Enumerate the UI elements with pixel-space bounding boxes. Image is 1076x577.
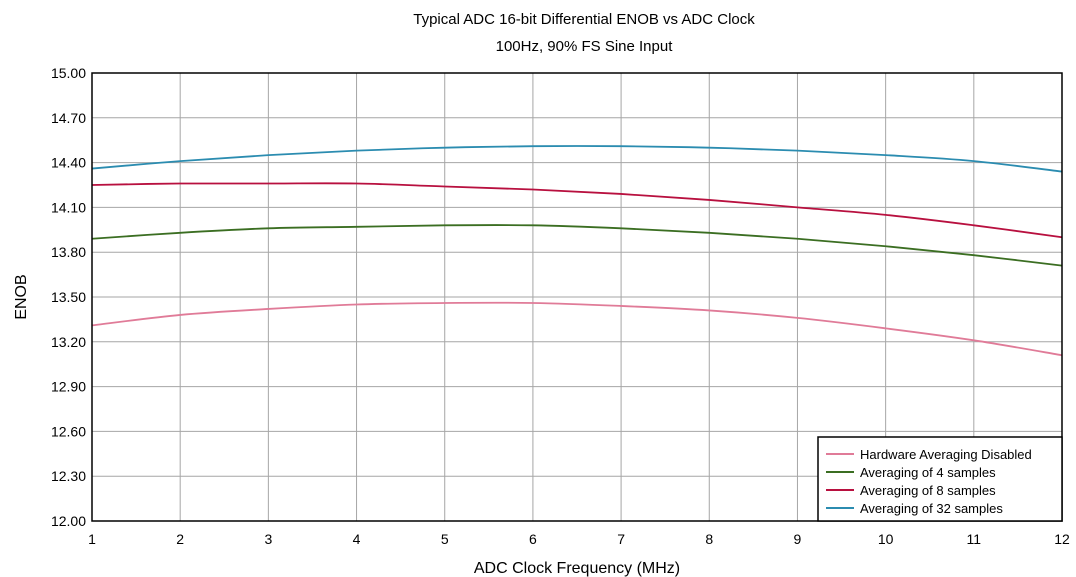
y-tick-label: 12.90: [51, 379, 86, 395]
series-lines: [91, 145, 1063, 357]
y-tick-label: 13.20: [51, 334, 86, 350]
legend-entry-label: Hardware Averaging Disabled: [860, 447, 1032, 462]
legend-entry-label: Averaging of 4 samples: [860, 465, 996, 480]
x-tick-label: 9: [794, 531, 802, 547]
chart-subtitle: 100Hz, 90% FS Sine Input: [496, 38, 674, 55]
y-tick-label: 12.00: [51, 513, 86, 529]
x-axis-label: ADC Clock Frequency (MHz): [474, 560, 680, 577]
chart-title: Typical ADC 16-bit Differential ENOB vs …: [413, 11, 755, 28]
x-tick-label: 4: [353, 531, 361, 547]
legend-box: [817, 436, 1063, 522]
y-tick-label: 14.10: [51, 199, 86, 215]
y-tick-label: 12.30: [51, 468, 86, 484]
y-tick-label: 12.60: [51, 423, 86, 439]
legend-entry-label: Averaging of 8 samples: [860, 483, 996, 498]
series-line-3: [91, 182, 1063, 239]
y-axis-label: ENOB: [13, 274, 30, 319]
x-tick-label: 10: [878, 531, 894, 547]
x-tick-label: 8: [705, 531, 713, 547]
x-tick-label: 1: [88, 531, 96, 547]
legend-entry-label: Averaging of 32 samples: [860, 501, 1003, 516]
y-tick-label: 15.00: [51, 65, 86, 81]
plot-area-frame: [91, 72, 1063, 522]
x-axis-tick-labels: 1 2 3 4 5 6 7 8 9 10 11 12: [88, 531, 1070, 547]
x-tick-label: 3: [264, 531, 272, 547]
x-tick-label: 5: [441, 531, 449, 547]
series-line-1: [91, 301, 1063, 357]
series-line-2: [91, 224, 1063, 267]
x-tick-label: 12: [1054, 531, 1070, 547]
x-tick-label: 2: [176, 531, 184, 547]
x-tick-label: 11: [967, 531, 982, 547]
x-tick-label: 6: [529, 531, 537, 547]
y-tick-label: 14.70: [51, 110, 86, 126]
legend: Hardware Averaging Disabled Averaging of …: [817, 436, 1063, 522]
y-tick-label: 13.50: [51, 289, 86, 305]
y-tick-label: 14.40: [51, 155, 86, 171]
y-tick-label: 13.80: [51, 244, 86, 260]
x-tick-label: 7: [617, 531, 625, 547]
series-line-4: [91, 145, 1063, 173]
y-axis-tick-labels: 12.00 12.30 12.60 12.90 13.20 13.50 13.80 14.10…: [51, 65, 86, 529]
